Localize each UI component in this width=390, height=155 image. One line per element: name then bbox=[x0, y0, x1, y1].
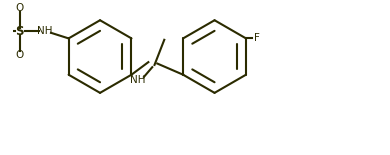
Text: F: F bbox=[254, 33, 260, 43]
Text: O: O bbox=[16, 3, 24, 13]
Text: NH: NH bbox=[37, 26, 53, 36]
Text: O: O bbox=[16, 50, 24, 60]
Text: S: S bbox=[16, 25, 24, 38]
Text: NH: NH bbox=[130, 75, 145, 85]
